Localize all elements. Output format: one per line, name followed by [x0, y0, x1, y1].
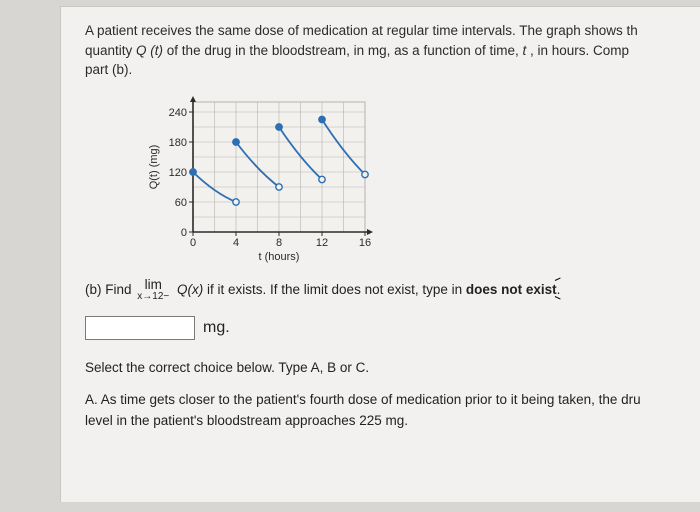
- q-of-x: Q(x): [177, 282, 203, 297]
- text: quantity: [85, 43, 136, 58]
- q-of-t: Q (t): [136, 43, 163, 58]
- svg-text:16: 16: [359, 237, 371, 249]
- svg-text:0: 0: [190, 237, 196, 249]
- text: (b) Find: [85, 282, 135, 297]
- problem-statement: A patient receives the same dose of medi…: [85, 21, 700, 80]
- choice-a: A. As time gets closer to the patient's …: [85, 390, 700, 431]
- text: A. As time gets closer to the patient's …: [85, 392, 641, 407]
- worksheet-page: A patient receives the same dose of medi…: [60, 6, 700, 502]
- text: .: [557, 282, 561, 297]
- svg-text:60: 60: [175, 197, 187, 209]
- answer-row: mg.: [85, 316, 700, 340]
- text: does not exist: [466, 282, 557, 297]
- svg-text:240: 240: [169, 107, 187, 119]
- chart-svg: 0 4 8 12 16 0 60 120 180 240 t (hours) Q(t) (mg): [145, 94, 375, 264]
- limit-expression: lim x→12−: [137, 278, 169, 303]
- text: A patient receives the same dose of medi…: [85, 23, 638, 38]
- text: level in the patient's bloodstream appro…: [85, 413, 408, 428]
- unit-label: mg.: [203, 319, 230, 337]
- lim-approach: x→12−: [137, 292, 169, 302]
- answer-input[interactable]: [85, 316, 195, 340]
- text: part (b).: [85, 62, 132, 77]
- text: , in hours. Comp: [526, 43, 629, 58]
- svg-text:t (hours): t (hours): [259, 251, 300, 263]
- svg-text:8: 8: [276, 237, 282, 249]
- svg-text:4: 4: [233, 237, 239, 249]
- choice-instruction: Select the correct choice below. Type A,…: [85, 358, 700, 378]
- svg-text:0: 0: [181, 227, 187, 239]
- dne-text: does not exist: [466, 282, 557, 297]
- svg-text:12: 12: [316, 237, 328, 249]
- lim-label: lim: [137, 278, 169, 292]
- svg-text:180: 180: [169, 137, 187, 149]
- drug-concentration-chart: 0 4 8 12 16 0 60 120 180 240 t (hours) Q(t) (mg): [145, 94, 700, 264]
- question-b: (b) Find lim x→12− Q(x) if it exists. If…: [85, 278, 700, 303]
- text: if it exists. If the limit does not exis…: [207, 282, 466, 297]
- text: of the drug in the bloodstream, in mg, a…: [163, 43, 522, 58]
- svg-text:120: 120: [169, 167, 187, 179]
- svg-text:Q(t) (mg): Q(t) (mg): [148, 144, 160, 189]
